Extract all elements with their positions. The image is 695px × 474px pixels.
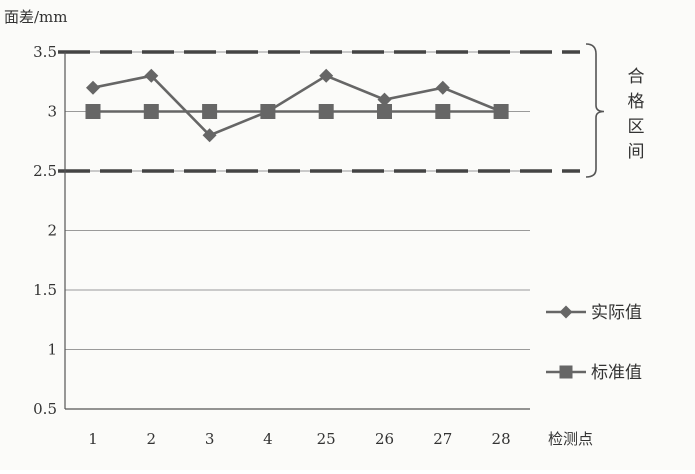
x-tick-label: 2: [147, 430, 157, 448]
x-tick-label: 1: [88, 430, 98, 448]
x-tick-label: 28: [492, 430, 511, 448]
y-tick-label: 1: [47, 341, 57, 359]
x-axis-title: 检测点: [548, 430, 593, 448]
x-tick-label: 27: [433, 430, 452, 448]
legend-label: 标准值: [591, 363, 642, 383]
x-tick-label: 25: [317, 430, 336, 448]
bracket-label-char: 合: [628, 67, 645, 87]
diamond-marker: [86, 80, 100, 95]
square-marker: [435, 104, 451, 119]
qualification-limits: [58, 50, 580, 173]
series-standard: [85, 104, 509, 119]
square-marker: [318, 104, 334, 119]
square-marker: [377, 104, 392, 119]
legend-entry-standard: 标准值: [546, 363, 642, 383]
x-tick-label: 26: [375, 430, 394, 448]
bracket-shape: [585, 43, 605, 178]
series-line: [92, 74, 502, 137]
y-axis-title: 面差/mm: [4, 8, 68, 26]
series: [85, 68, 509, 143]
gridlines: [65, 51, 530, 410]
diamond-marker: [202, 128, 217, 143]
diamond-marker: [260, 104, 275, 119]
legend-label: 实际值: [591, 303, 642, 323]
diamond-marker: [494, 104, 509, 119]
axes: [64, 52, 530, 410]
square-marker: [85, 104, 101, 119]
y-tick-label: 3.5: [33, 43, 57, 61]
square-marker: [143, 104, 159, 119]
y-tick-label: 2: [47, 222, 57, 240]
bracket-label-char: 格: [628, 92, 645, 112]
diamond-marker: [144, 68, 159, 83]
x-tick-label: 3: [205, 430, 215, 448]
legend-entry-actual: 实际值: [546, 303, 642, 323]
qualification-bracket: 合格区间: [585, 43, 645, 178]
y-tick-label: 3: [47, 103, 57, 121]
y-tick-label: 0.5: [33, 400, 57, 418]
diamond-marker: [559, 305, 573, 319]
bracket-label-char: 区: [628, 117, 645, 137]
bracket-label-char: 间: [628, 142, 645, 162]
y-tick-label: 2.5: [33, 162, 57, 180]
square-marker: [559, 365, 573, 379]
diamond-marker: [435, 80, 450, 95]
diamond-marker: [319, 68, 334, 83]
square-marker: [202, 104, 218, 119]
bracket-label: 合格区间: [628, 67, 645, 162]
tick-labels: 0.5 1 1.5 2 2.5 3 3.5 1 2 3 4 25 26 27 28: [33, 43, 511, 448]
series-actual: [86, 68, 509, 143]
diamond-marker: [377, 92, 392, 107]
x-tick-label: 4: [263, 430, 273, 448]
y-tick-label: 1.5: [33, 281, 57, 299]
